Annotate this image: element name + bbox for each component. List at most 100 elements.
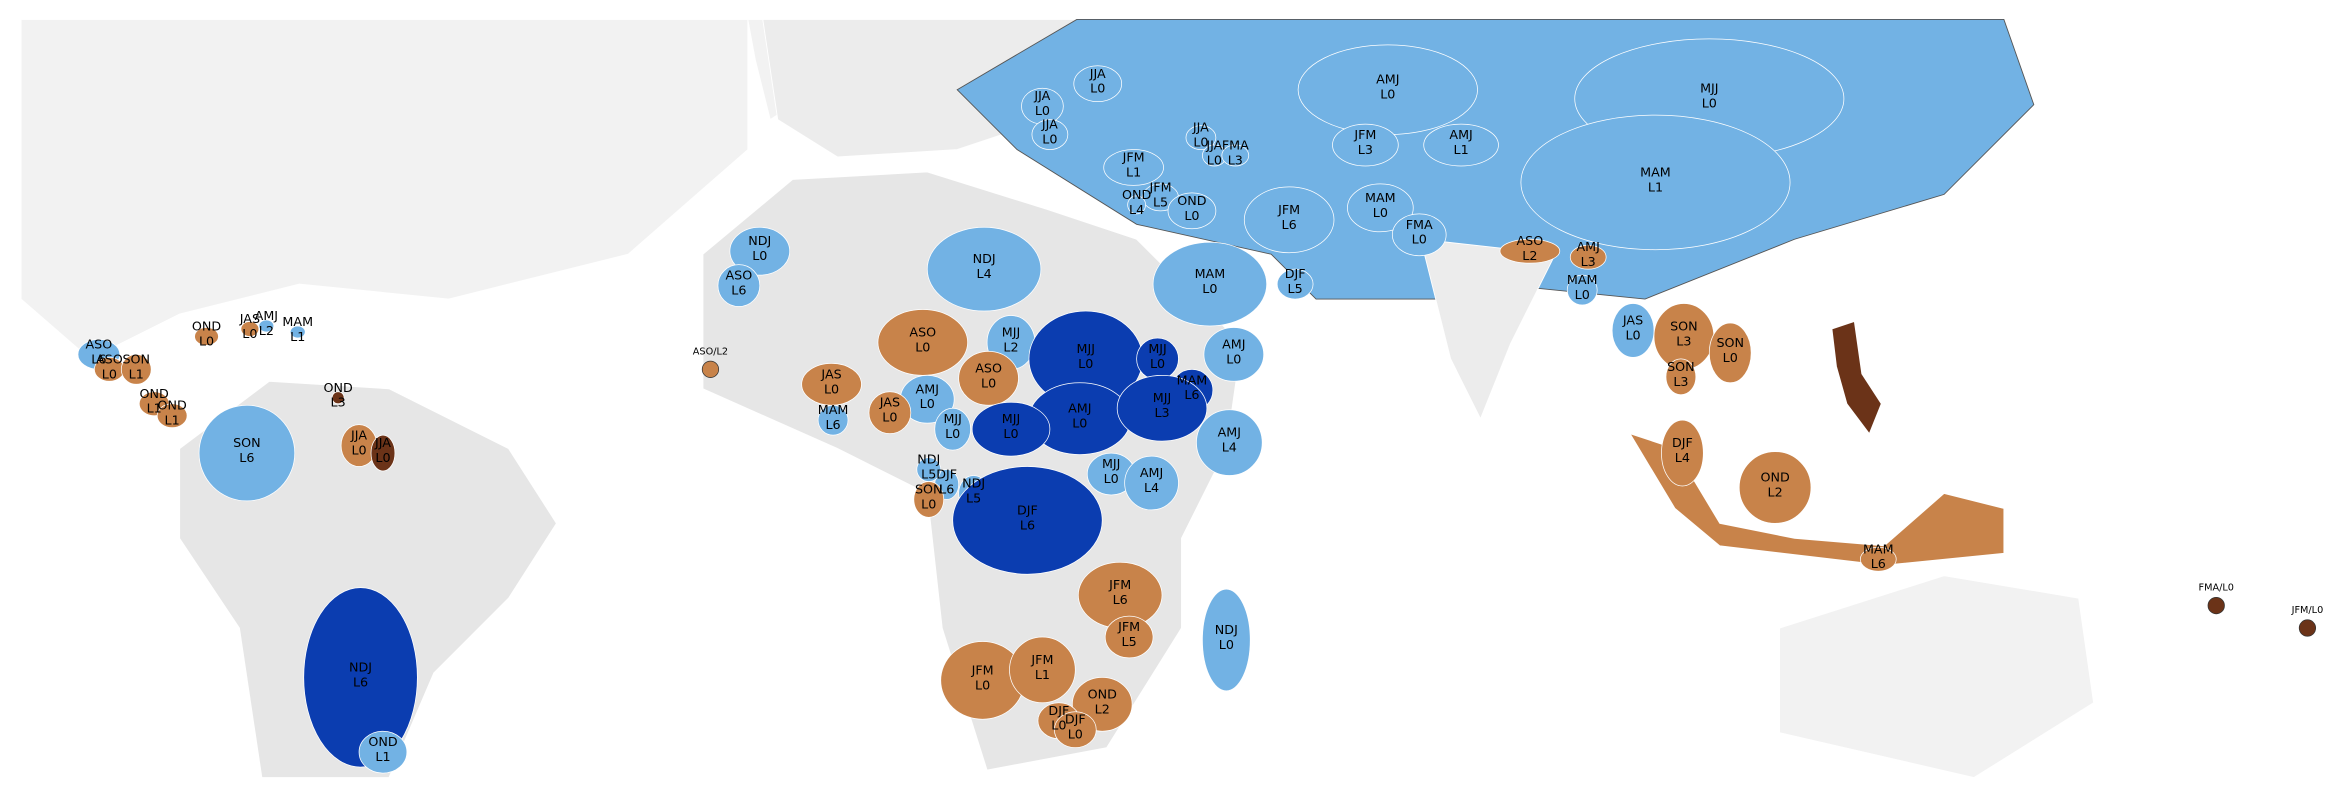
region-season: MAM: [1177, 372, 1208, 387]
region: [370, 434, 396, 472]
region-lead: L5: [1153, 194, 1168, 209]
region-season: MJJ: [1002, 411, 1020, 426]
region: [1152, 241, 1268, 327]
region: [1738, 451, 1812, 524]
island-label: JFM/L0: [2291, 605, 2324, 616]
region: [1103, 149, 1164, 186]
region-season: JAS: [239, 311, 260, 326]
region-lead: L0: [375, 450, 390, 465]
region: [913, 481, 945, 518]
region-lead: L0: [1373, 205, 1388, 220]
region-season: SON: [233, 435, 261, 450]
region-season: JJA: [1089, 66, 1106, 81]
region-lead: L6: [1282, 217, 1297, 232]
region-season: MAM: [818, 402, 849, 417]
region: [1127, 195, 1146, 215]
region-season: JAS: [1622, 312, 1643, 327]
region-season: JJA: [1205, 138, 1222, 153]
north-america: [20, 18, 749, 360]
region-season: SON: [122, 351, 150, 366]
region-season: NDJ: [917, 452, 940, 467]
region: [1104, 615, 1154, 659]
region-season: ASO: [1516, 233, 1543, 248]
region-season: JFM: [1149, 179, 1172, 194]
region: [120, 354, 152, 385]
region: [1347, 183, 1414, 233]
region-season: JFM: [1277, 202, 1300, 217]
region-lead: L4: [1144, 480, 1159, 495]
region-season: NDJ: [1215, 622, 1238, 637]
region-season: JFM: [1108, 577, 1131, 592]
region: [868, 391, 912, 435]
region-lead: L1: [129, 366, 144, 381]
region-lead: L0: [1150, 356, 1165, 371]
region-lead: L0: [945, 426, 960, 441]
region-lead: L3: [331, 395, 346, 410]
region-season: SON: [1670, 318, 1698, 333]
region-season: DJF: [1048, 703, 1069, 718]
region: [1185, 125, 1217, 150]
region-lead: L0: [882, 410, 897, 425]
region-lead: L6: [353, 674, 368, 689]
region-season: OND: [368, 734, 398, 749]
region: [934, 407, 972, 451]
region-lead: L2: [1003, 339, 1018, 354]
region-season: AMJ: [1068, 401, 1091, 416]
region-season: MAM: [1567, 272, 1598, 287]
region-season: FMA: [1222, 138, 1249, 153]
region-lead: L0: [915, 339, 930, 354]
region-season: MAM: [1640, 164, 1671, 179]
region-lead: L0: [1072, 416, 1087, 431]
island-label: ASO/L2: [693, 346, 728, 357]
region-season: MJJ: [1077, 341, 1095, 356]
region: [1611, 303, 1655, 358]
region-season: MJJ: [1153, 390, 1171, 405]
region-lead: L0: [1412, 232, 1427, 247]
region-season: AMJ: [1222, 336, 1245, 351]
region-season: OND: [323, 380, 353, 395]
region-lead: L0: [1702, 96, 1717, 111]
region-lead: L3: [1673, 374, 1688, 389]
region-lead: L6: [1020, 517, 1035, 532]
region-lead: L2: [259, 323, 274, 338]
region: [1167, 192, 1217, 230]
region-season: MAM: [1195, 266, 1226, 281]
region-season: MJJ: [1002, 324, 1020, 339]
region-lead: L6: [1871, 556, 1886, 571]
region-season: ASO: [909, 324, 936, 339]
region-lead: L0: [1723, 350, 1738, 365]
region-lead: L0: [921, 496, 936, 511]
region-season: AMJ: [255, 308, 278, 323]
region: [1196, 409, 1263, 476]
region-lead: L4: [977, 266, 992, 281]
region: [1423, 123, 1499, 167]
region-season: MJJ: [1700, 81, 1718, 96]
region: [971, 401, 1051, 457]
region: [156, 403, 188, 429]
region-season: JFM: [971, 662, 994, 677]
region-season: OND: [140, 386, 170, 401]
region-lead: L0: [1051, 718, 1066, 733]
region-season: OND: [192, 318, 222, 333]
region-season: ASO: [975, 360, 1002, 375]
region: [1520, 114, 1791, 251]
region-season: AMJ: [1218, 425, 1241, 440]
region-season: JAS: [879, 395, 900, 410]
region: [1566, 274, 1598, 306]
region-lead: L0: [1207, 152, 1222, 167]
region-lead: L0: [102, 366, 117, 381]
region-lead: L0: [1184, 208, 1199, 223]
region-season: AMJ: [1576, 239, 1599, 254]
region-lead: L0: [351, 443, 366, 458]
region: [1221, 144, 1250, 167]
region-lead: L2: [1768, 484, 1783, 499]
region-lead: L0: [1202, 281, 1217, 296]
region: [1203, 327, 1265, 382]
region-season: ASO: [96, 351, 123, 366]
region-lead: L6: [239, 450, 254, 465]
region-season: ASO: [85, 336, 112, 351]
region: [289, 325, 306, 339]
region-season: OND: [1760, 469, 1790, 484]
region: [1332, 123, 1399, 167]
region-season: MAM: [1863, 541, 1894, 556]
